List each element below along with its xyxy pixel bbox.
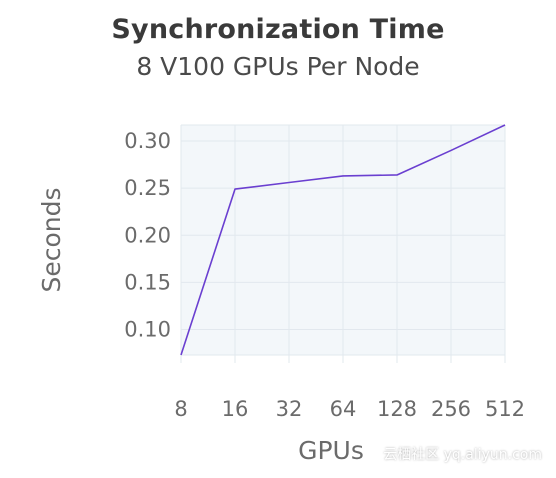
watermark: 云栖社区 yq.aliyun.com (383, 447, 542, 463)
x-tick-label: 256 (431, 397, 471, 421)
y-axis-label: Seconds (37, 187, 66, 292)
y-tick-label: 0.20 (124, 223, 171, 247)
series-line (180, 124, 506, 356)
x-tick-label: 64 (330, 397, 357, 421)
x-tick-label: 16 (222, 397, 249, 421)
grid-lines (180, 124, 506, 363)
chart-subtitle: 8 V100 GPUs Per Node (136, 52, 420, 81)
x-axis-label: GPUs (298, 436, 364, 465)
x-tick-label: 8 (174, 397, 187, 421)
chart-title: Synchronization Time (111, 14, 445, 45)
y-axis: 0.10 0.15 0.20 0.25 0.30 (124, 129, 171, 342)
y-tick-label: 0.15 (124, 270, 171, 294)
x-tick-label: 32 (276, 397, 303, 421)
y-tick-label: 0.25 (124, 176, 171, 200)
y-tick-label: 0.10 (124, 318, 171, 342)
y-tick-label: 0.30 (124, 129, 171, 153)
x-tick-label: 512 (485, 397, 525, 421)
x-axis: 8 16 32 64 128 256 512 (174, 397, 525, 421)
x-tick-label: 128 (377, 397, 417, 421)
